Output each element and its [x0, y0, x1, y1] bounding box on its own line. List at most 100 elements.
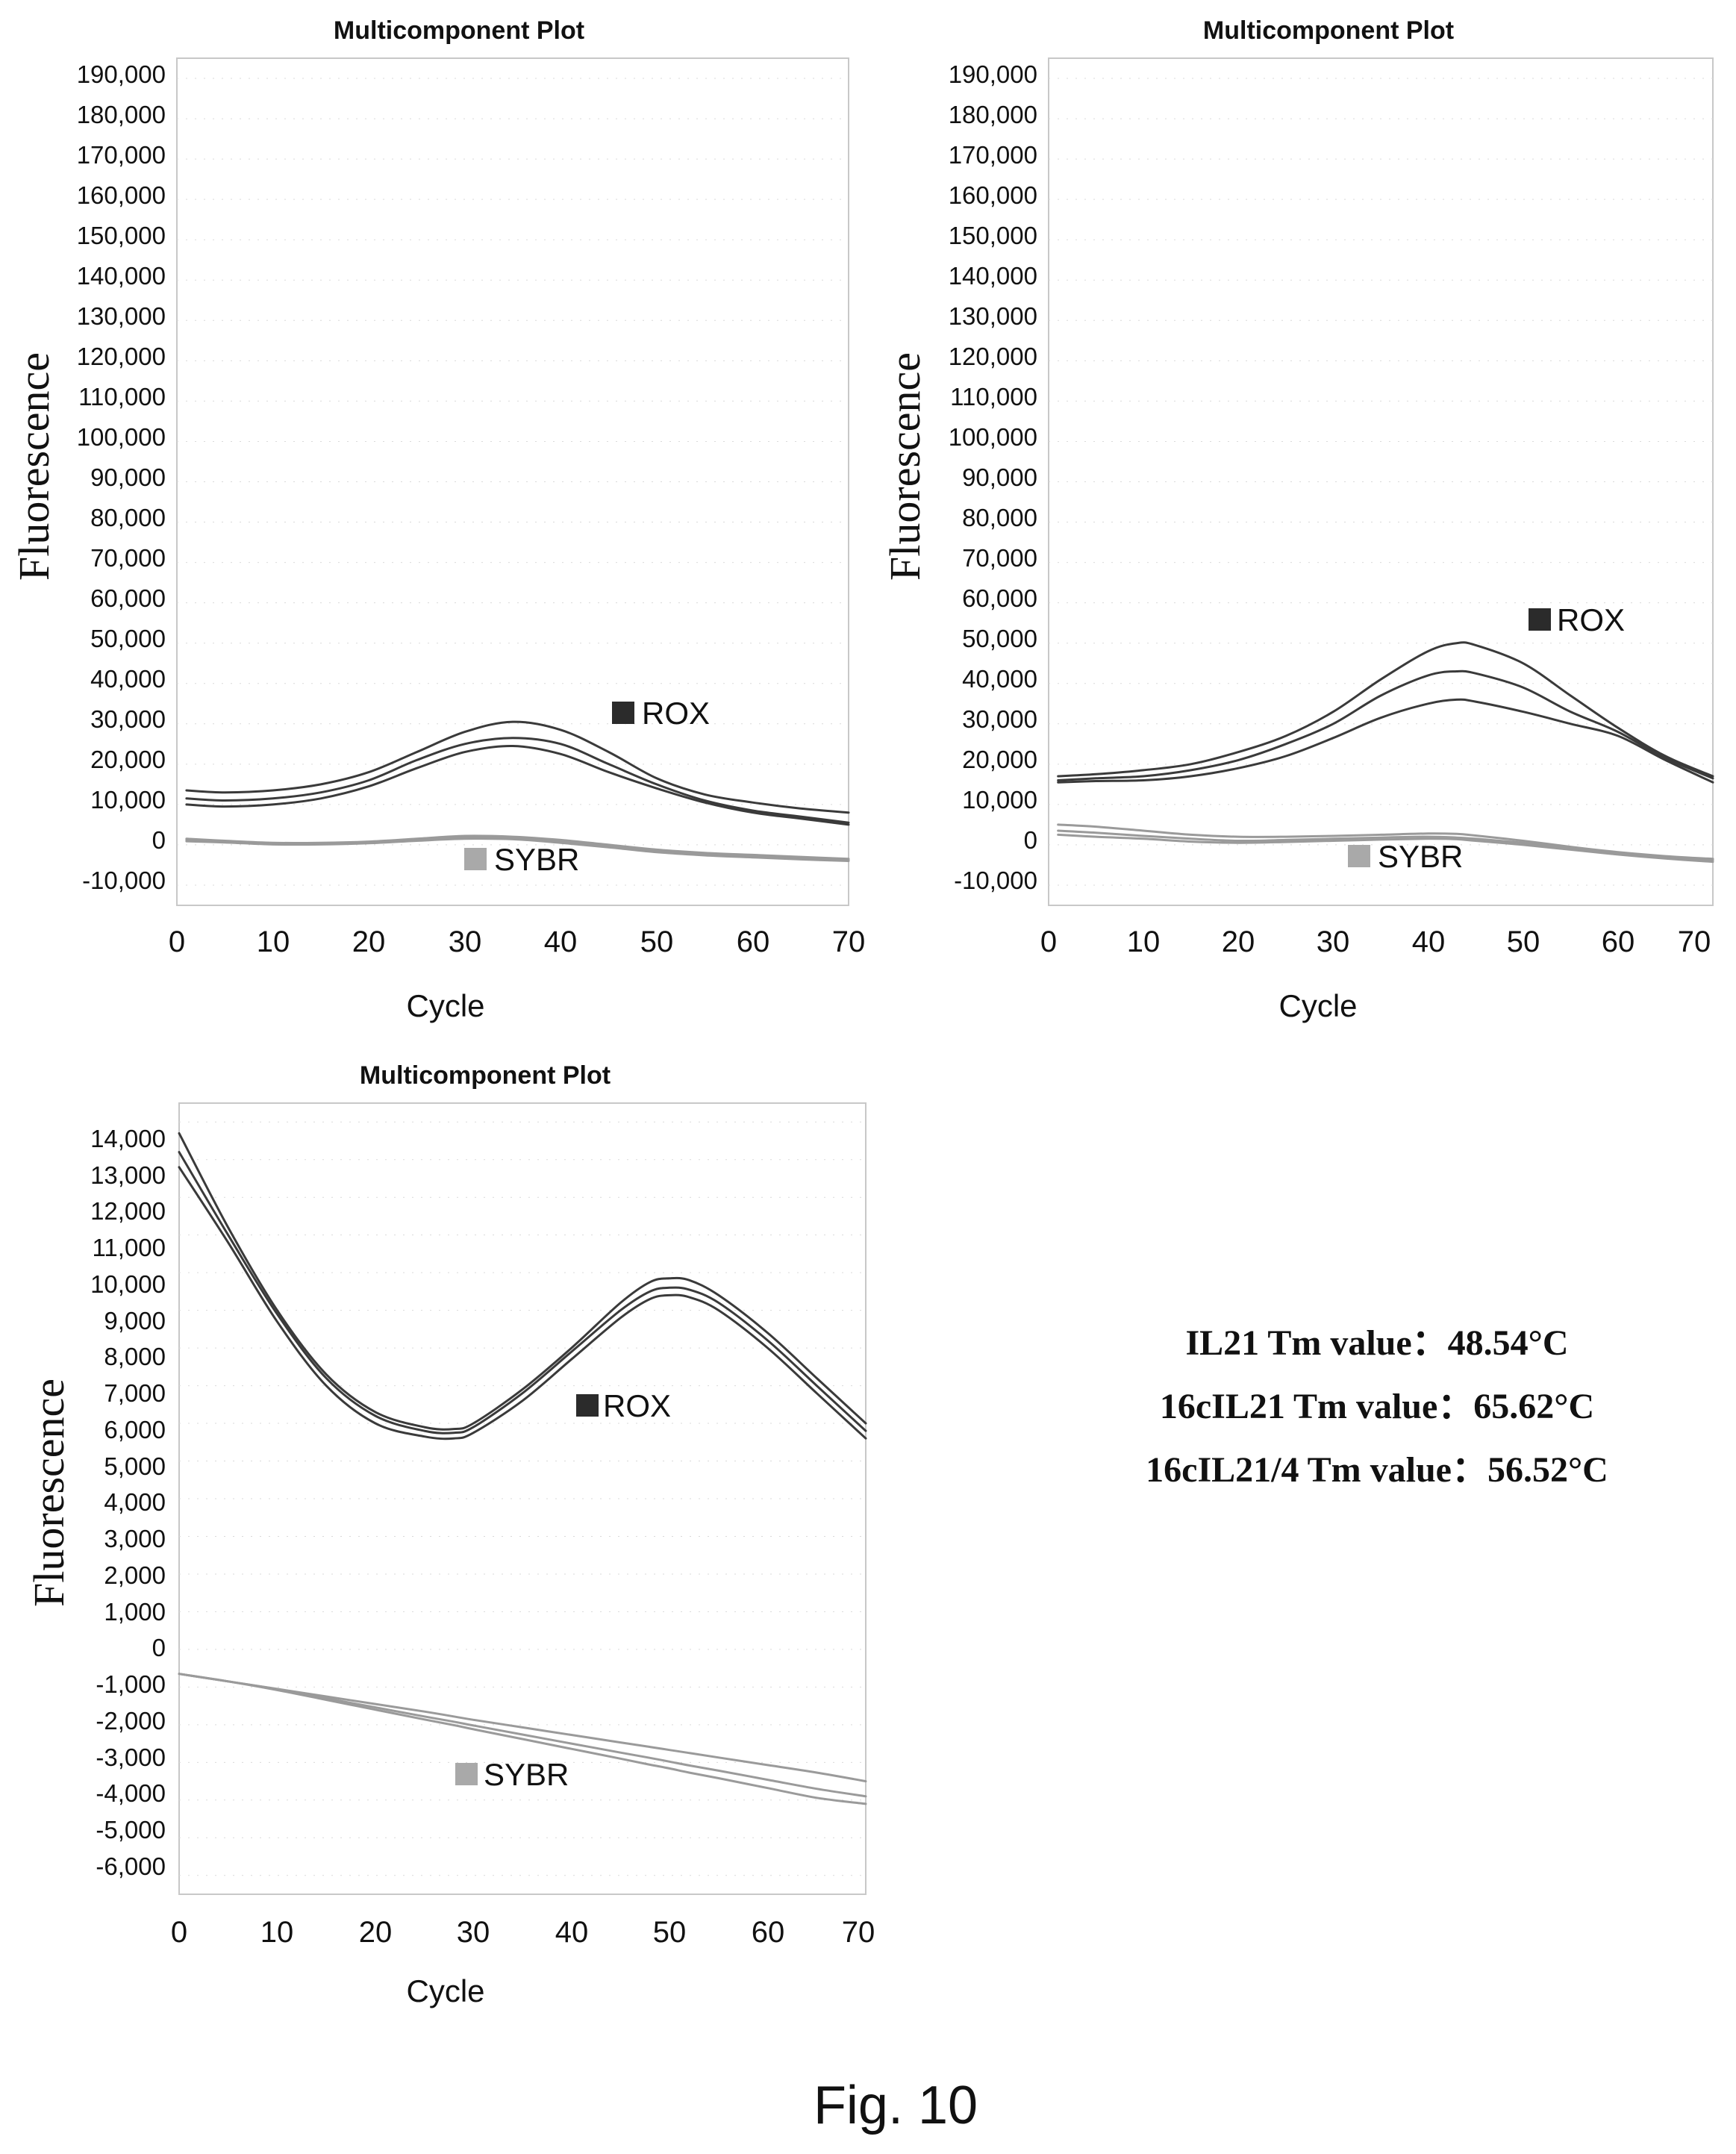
x-axis-label: Cycle — [1278, 988, 1357, 1023]
tm-values-block: IL21 Tm value：48.54°C 16cIL21 Tm value：6… — [1146, 1323, 1608, 1490]
y-tick-label: 10,000 — [962, 786, 1037, 814]
y-tick-label: 0 — [152, 1634, 166, 1661]
legend-label: SYBR — [494, 842, 579, 877]
y-tick-label: 60,000 — [90, 584, 166, 612]
y-tick-label: 14,000 — [90, 1125, 166, 1152]
sybr-swatch — [1348, 845, 1370, 867]
sybr-series-line-5 — [1057, 829, 1714, 861]
y-tick-label: 160,000 — [77, 181, 166, 209]
sybr-series-line-4 — [178, 1673, 867, 1783]
x-tick-labels: 0 10 20 30 40 50 60 70 — [171, 1916, 875, 1949]
y-tick-label: 80,000 — [90, 504, 166, 531]
rox-series-line-1 — [185, 720, 850, 814]
legend-item-sybr: SYBR — [455, 1757, 569, 1792]
y-tick-label: -10,000 — [82, 867, 166, 894]
x-tick-label: 70 — [842, 1916, 875, 1949]
y-tick-label: -4,000 — [96, 1779, 166, 1807]
x-tick-label: 40 — [555, 1916, 589, 1949]
y-tick-label: 2,000 — [104, 1561, 166, 1589]
y-tick-label: 40,000 — [90, 665, 166, 693]
rox-series-line-3 — [185, 744, 850, 826]
chart-title: Multicomponent Plot — [360, 1061, 611, 1090]
y-tick-label: 13,000 — [90, 1161, 166, 1189]
x-tick-label: 60 — [1602, 925, 1635, 958]
tm-value-16cil21: 16cIL21 Tm value：65.62°C — [1160, 1387, 1594, 1426]
y-axis-label: Fluorescence — [25, 1379, 73, 1607]
x-tick-label: 0 — [1040, 925, 1057, 958]
rox-series-line-1 — [178, 1131, 867, 1431]
tm-value-il21: IL21 Tm value：48.54°C — [1185, 1323, 1568, 1363]
legend-item-rox: ROX — [576, 1388, 671, 1423]
y-tick-label: -2,000 — [96, 1707, 166, 1735]
y-tick-label: 110,000 — [78, 383, 166, 410]
x-tick-label: 60 — [752, 1916, 785, 1949]
legend-label: SYBR — [484, 1757, 569, 1792]
legend-label: ROX — [642, 696, 710, 731]
y-tick-label: 90,000 — [90, 463, 166, 491]
rox-series-line-3 — [178, 1166, 867, 1440]
x-axis-label: Cycle — [406, 988, 484, 1023]
y-tick-label: 20,000 — [90, 746, 166, 773]
y-tick-label: 160,000 — [949, 181, 1037, 209]
chart-title: Multicomponent Plot — [1203, 16, 1454, 45]
legend-item-rox: ROX — [1529, 602, 1625, 637]
y-tick-label: 3,000 — [104, 1525, 166, 1552]
y-axis-label: Fluorescence — [10, 352, 58, 581]
y-tick-label: 30,000 — [962, 705, 1037, 733]
chart-2: Multicomponent Plot Fluorescence Cycle -… — [881, 16, 1714, 1023]
y-tick-label: 190,000 — [77, 60, 166, 88]
y-tick-label: 170,000 — [949, 141, 1037, 169]
legend-label: ROX — [603, 1388, 671, 1423]
sybr-series-line-6 — [185, 837, 850, 862]
x-tick-label: 30 — [449, 925, 482, 958]
plot-area: -6,000 -5,000 -4,000 -3,000 -2,000 -1,00… — [90, 1121, 875, 1949]
x-tick-label: 40 — [1412, 925, 1446, 958]
y-tick-label: 60,000 — [962, 584, 1037, 612]
y-tick-label: 6,000 — [104, 1416, 166, 1443]
y-tick-label: 5,000 — [104, 1452, 166, 1480]
sybr-series-line-6 — [1057, 833, 1714, 864]
rox-series-line-2 — [178, 1151, 867, 1435]
y-tick-label: 110,000 — [950, 383, 1037, 410]
x-tick-label: 50 — [1507, 925, 1540, 958]
x-tick-label: 30 — [457, 1916, 490, 1949]
x-axis-label: Cycle — [406, 1973, 484, 2008]
plot-area: -10,000 0 10,000 20,000 30,000 40,000 50… — [77, 60, 866, 958]
sybr-series-line-5 — [178, 1673, 867, 1798]
y-tick-labels: -10,000 0 10,000 20,000 30,000 40,000 50… — [77, 60, 166, 894]
x-tick-label: 60 — [737, 925, 770, 958]
x-tick-labels: 0 10 20 30 40 50 60 70 — [169, 925, 865, 958]
figure-caption: Fig. 10 — [814, 2076, 978, 2135]
x-tick-labels: 0 10 20 30 40 50 60 70 — [1040, 925, 1711, 958]
y-tick-label: 80,000 — [962, 504, 1037, 531]
y-tick-label: 50,000 — [90, 625, 166, 652]
series-layer — [177, 78, 850, 886]
y-tick-label: 130,000 — [77, 302, 166, 330]
y-tick-label: 0 — [1024, 826, 1037, 854]
rox-series-line-1 — [1057, 641, 1714, 778]
y-tick-label: 20,000 — [962, 746, 1037, 773]
series-layer — [1049, 78, 1714, 886]
y-tick-label: -1,000 — [96, 1670, 166, 1698]
y-tick-label: 170,000 — [77, 141, 166, 169]
x-tick-label: 70 — [1678, 925, 1711, 958]
legend-item-rox: ROX — [612, 696, 710, 731]
rox-swatch — [1529, 608, 1551, 631]
sybr-swatch — [455, 1763, 478, 1785]
y-tick-label: 50,000 — [962, 625, 1037, 652]
x-tick-label: 50 — [640, 925, 674, 958]
y-tick-label: 100,000 — [949, 423, 1037, 451]
chart-title: Multicomponent Plot — [334, 16, 584, 45]
y-tick-label: 10,000 — [90, 786, 166, 814]
tm-value-16cil21-4: 16cIL21/4 Tm value：56.52°C — [1146, 1450, 1608, 1490]
legend-item-sybr: SYBR — [1348, 839, 1463, 874]
y-tick-label: 190,000 — [949, 60, 1037, 88]
y-tick-label: 140,000 — [77, 262, 166, 290]
rox-series-line-2 — [185, 737, 850, 824]
sybr-swatch — [464, 848, 487, 870]
x-tick-label: 70 — [832, 925, 866, 958]
y-tick-label: -6,000 — [96, 1852, 166, 1880]
legend-label: ROX — [1557, 602, 1625, 637]
y-tick-label: 130,000 — [949, 302, 1037, 330]
